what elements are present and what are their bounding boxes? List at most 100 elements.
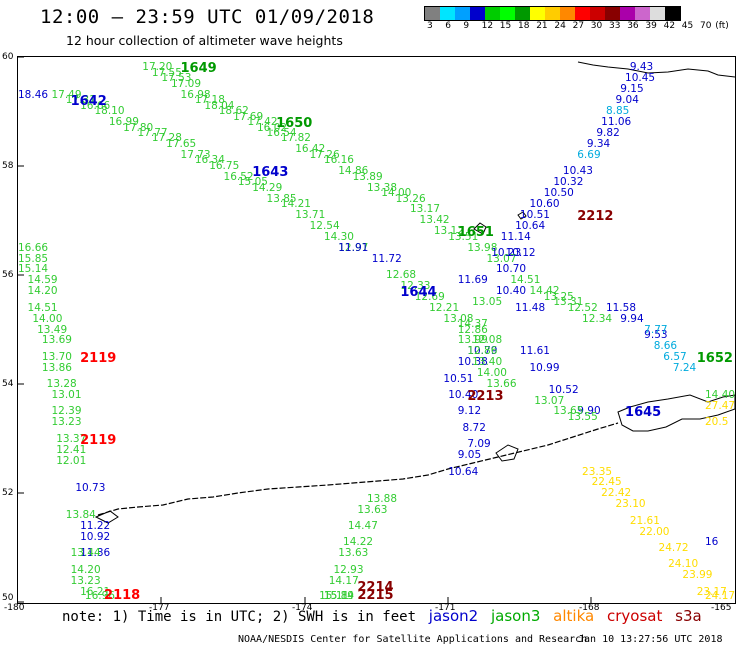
swh-value-label: 24.17 (705, 590, 736, 602)
scale-label: 70 (700, 21, 712, 31)
swh-value-label: 17.73 (180, 148, 211, 161)
swh-value-label: 23.17 (696, 585, 727, 598)
swh-value-label: 12.68 (386, 268, 417, 281)
swh-value-label: 16.66 (18, 241, 49, 254)
swh-value-label: 18.46 (18, 88, 49, 101)
swh-value-label: 16.34 (194, 154, 225, 167)
swh-value-label: 14.59 (27, 274, 58, 287)
swh-value-label: 17.26 (309, 148, 340, 161)
y-tick-60: 60 (2, 52, 14, 62)
swh-value-label: 17.20 (142, 61, 173, 74)
swh-value-label: 15.85 (18, 252, 49, 265)
scale-swatch (530, 7, 545, 20)
swh-value-label: 24.10 (668, 558, 699, 571)
legend-cryosat: cryosat (606, 607, 663, 625)
footer-timestamp: Jan 10 13:27:56 UTC 2018 (578, 634, 723, 645)
y-tick-58: 58 (2, 161, 14, 171)
swh-value-label: 11.48 (515, 301, 546, 314)
swh-value-label: 13.49 (37, 323, 68, 336)
pass-id-label: 2212 (577, 208, 614, 224)
swh-value-label: 13.63 (357, 503, 388, 516)
aleutian-island-fox (495, 444, 519, 462)
swh-value-label: 14.40 (705, 389, 736, 402)
pass-id-label: 1642 (70, 94, 107, 110)
pribilof-island-2 (517, 211, 527, 220)
swh-value-label: 11.22 (80, 520, 111, 533)
swh-value-label: 11.91 (338, 241, 369, 254)
swh-value-label: 11.72 (371, 252, 402, 265)
swh-value-label: 9.12 (457, 405, 482, 418)
swh-value-label: 14.20 (27, 285, 58, 298)
swh-value-label: 10.92 (80, 531, 111, 544)
swh-value-label: 9.04 (615, 94, 639, 107)
swh-value-label: 13.17 (409, 203, 441, 216)
pass-id-label: 2213 (467, 389, 504, 405)
swh-value-label: 9.90 (577, 405, 601, 418)
swh-value-label: 16.54 (266, 126, 297, 139)
swh-value-label: 20.5 (705, 416, 729, 429)
color-scale-labels: 3 6 9 12 15 18 21 24 27 30 33 36 39 42 45 70 (ft) (424, 21, 734, 33)
alaska-coastline (617, 394, 735, 432)
pass-id-label: 2119 (80, 350, 117, 366)
swh-value-label: 23.10 (615, 498, 646, 511)
y-tick-56: 56 (2, 270, 14, 280)
swh-value-label: 12.86 (457, 323, 488, 336)
swh-value-label: 17.49 (51, 88, 82, 101)
swh-value-label: 14.17 (328, 574, 359, 587)
swh-value-label: 17.18 (194, 94, 225, 107)
swh-value-label: 17.09 (170, 77, 202, 90)
scale-label: 45 (681, 21, 694, 31)
swh-value-label: 24.72 (658, 541, 689, 554)
x-tick-165: -165 (711, 603, 732, 613)
swh-value-label: 10.70 (496, 263, 527, 276)
scale-label: 39 (645, 21, 657, 31)
scale-swatch (665, 7, 680, 20)
swh-value-label: 10.64 (448, 465, 479, 478)
swh-value-label: 10.50 (543, 187, 574, 200)
swh-value-label: 13.84 (65, 509, 96, 522)
swh-value-label: 12.39 (51, 405, 82, 418)
scale-label: 6 (445, 21, 451, 31)
legend-jason3: jason3 (490, 607, 541, 625)
swh-value-label: 13.69 (41, 334, 72, 347)
scale-label: 33 (609, 21, 621, 31)
swh-value-label: 11.36 (80, 547, 111, 560)
scale-swatch (470, 7, 485, 20)
scale-label: 18 (518, 21, 530, 31)
map-plot-area: 17.20 17.55 17.53 17.09 16.98 17.18 18.04 18.62… (17, 56, 736, 604)
legend-altika: altika (553, 607, 595, 625)
y-tick-50: 50 (2, 593, 14, 603)
swh-value-label: 13.55 (567, 410, 598, 423)
swh-value-label: 13.07 (486, 252, 517, 265)
swh-value-label: 11.58 (605, 301, 636, 314)
swh-value-label: 10.60 (529, 197, 560, 210)
swh-value-label: 9.15 (620, 83, 644, 96)
swh-value-label: 13.28 (46, 378, 77, 391)
y-tick-54: 54 (2, 379, 14, 389)
scale-swatch (440, 7, 455, 20)
swh-value-label: 17.82 (280, 132, 311, 145)
scale-label: 21 (536, 21, 548, 31)
pass-id-label: 1651 (457, 225, 494, 241)
swh-value-label: 11.06 (601, 116, 632, 129)
swh-value-label: 11.61 (519, 345, 550, 358)
scale-label: 24 (554, 21, 566, 31)
scale-label: 9 (463, 21, 470, 31)
scale-label: 3 (427, 21, 433, 31)
aleutian-island-west (94, 510, 119, 524)
swh-value-label: 13.12 (433, 225, 464, 238)
swh-value-label: 13.66 (486, 378, 517, 391)
swh-value-label: 10.52 (548, 383, 579, 396)
swh-value-label: 10.32 (553, 176, 584, 189)
swh-value-label: 8.85 (605, 105, 630, 118)
swh-value-label: 12.97 (338, 241, 369, 254)
swh-value-label: 14.00 (381, 187, 412, 200)
swh-value-label: 9.53 (644, 329, 668, 341)
swh-value-label: 12.54 (309, 219, 340, 232)
swh-value-label: 13.31 (553, 296, 584, 309)
scale-swatch (605, 7, 620, 20)
swh-value-label: 17.42 (247, 116, 278, 129)
swh-value-label: 13.42 (419, 214, 450, 227)
swh-value-label: 9.94 (620, 312, 644, 325)
swh-value-label: 13.71 (295, 208, 326, 221)
